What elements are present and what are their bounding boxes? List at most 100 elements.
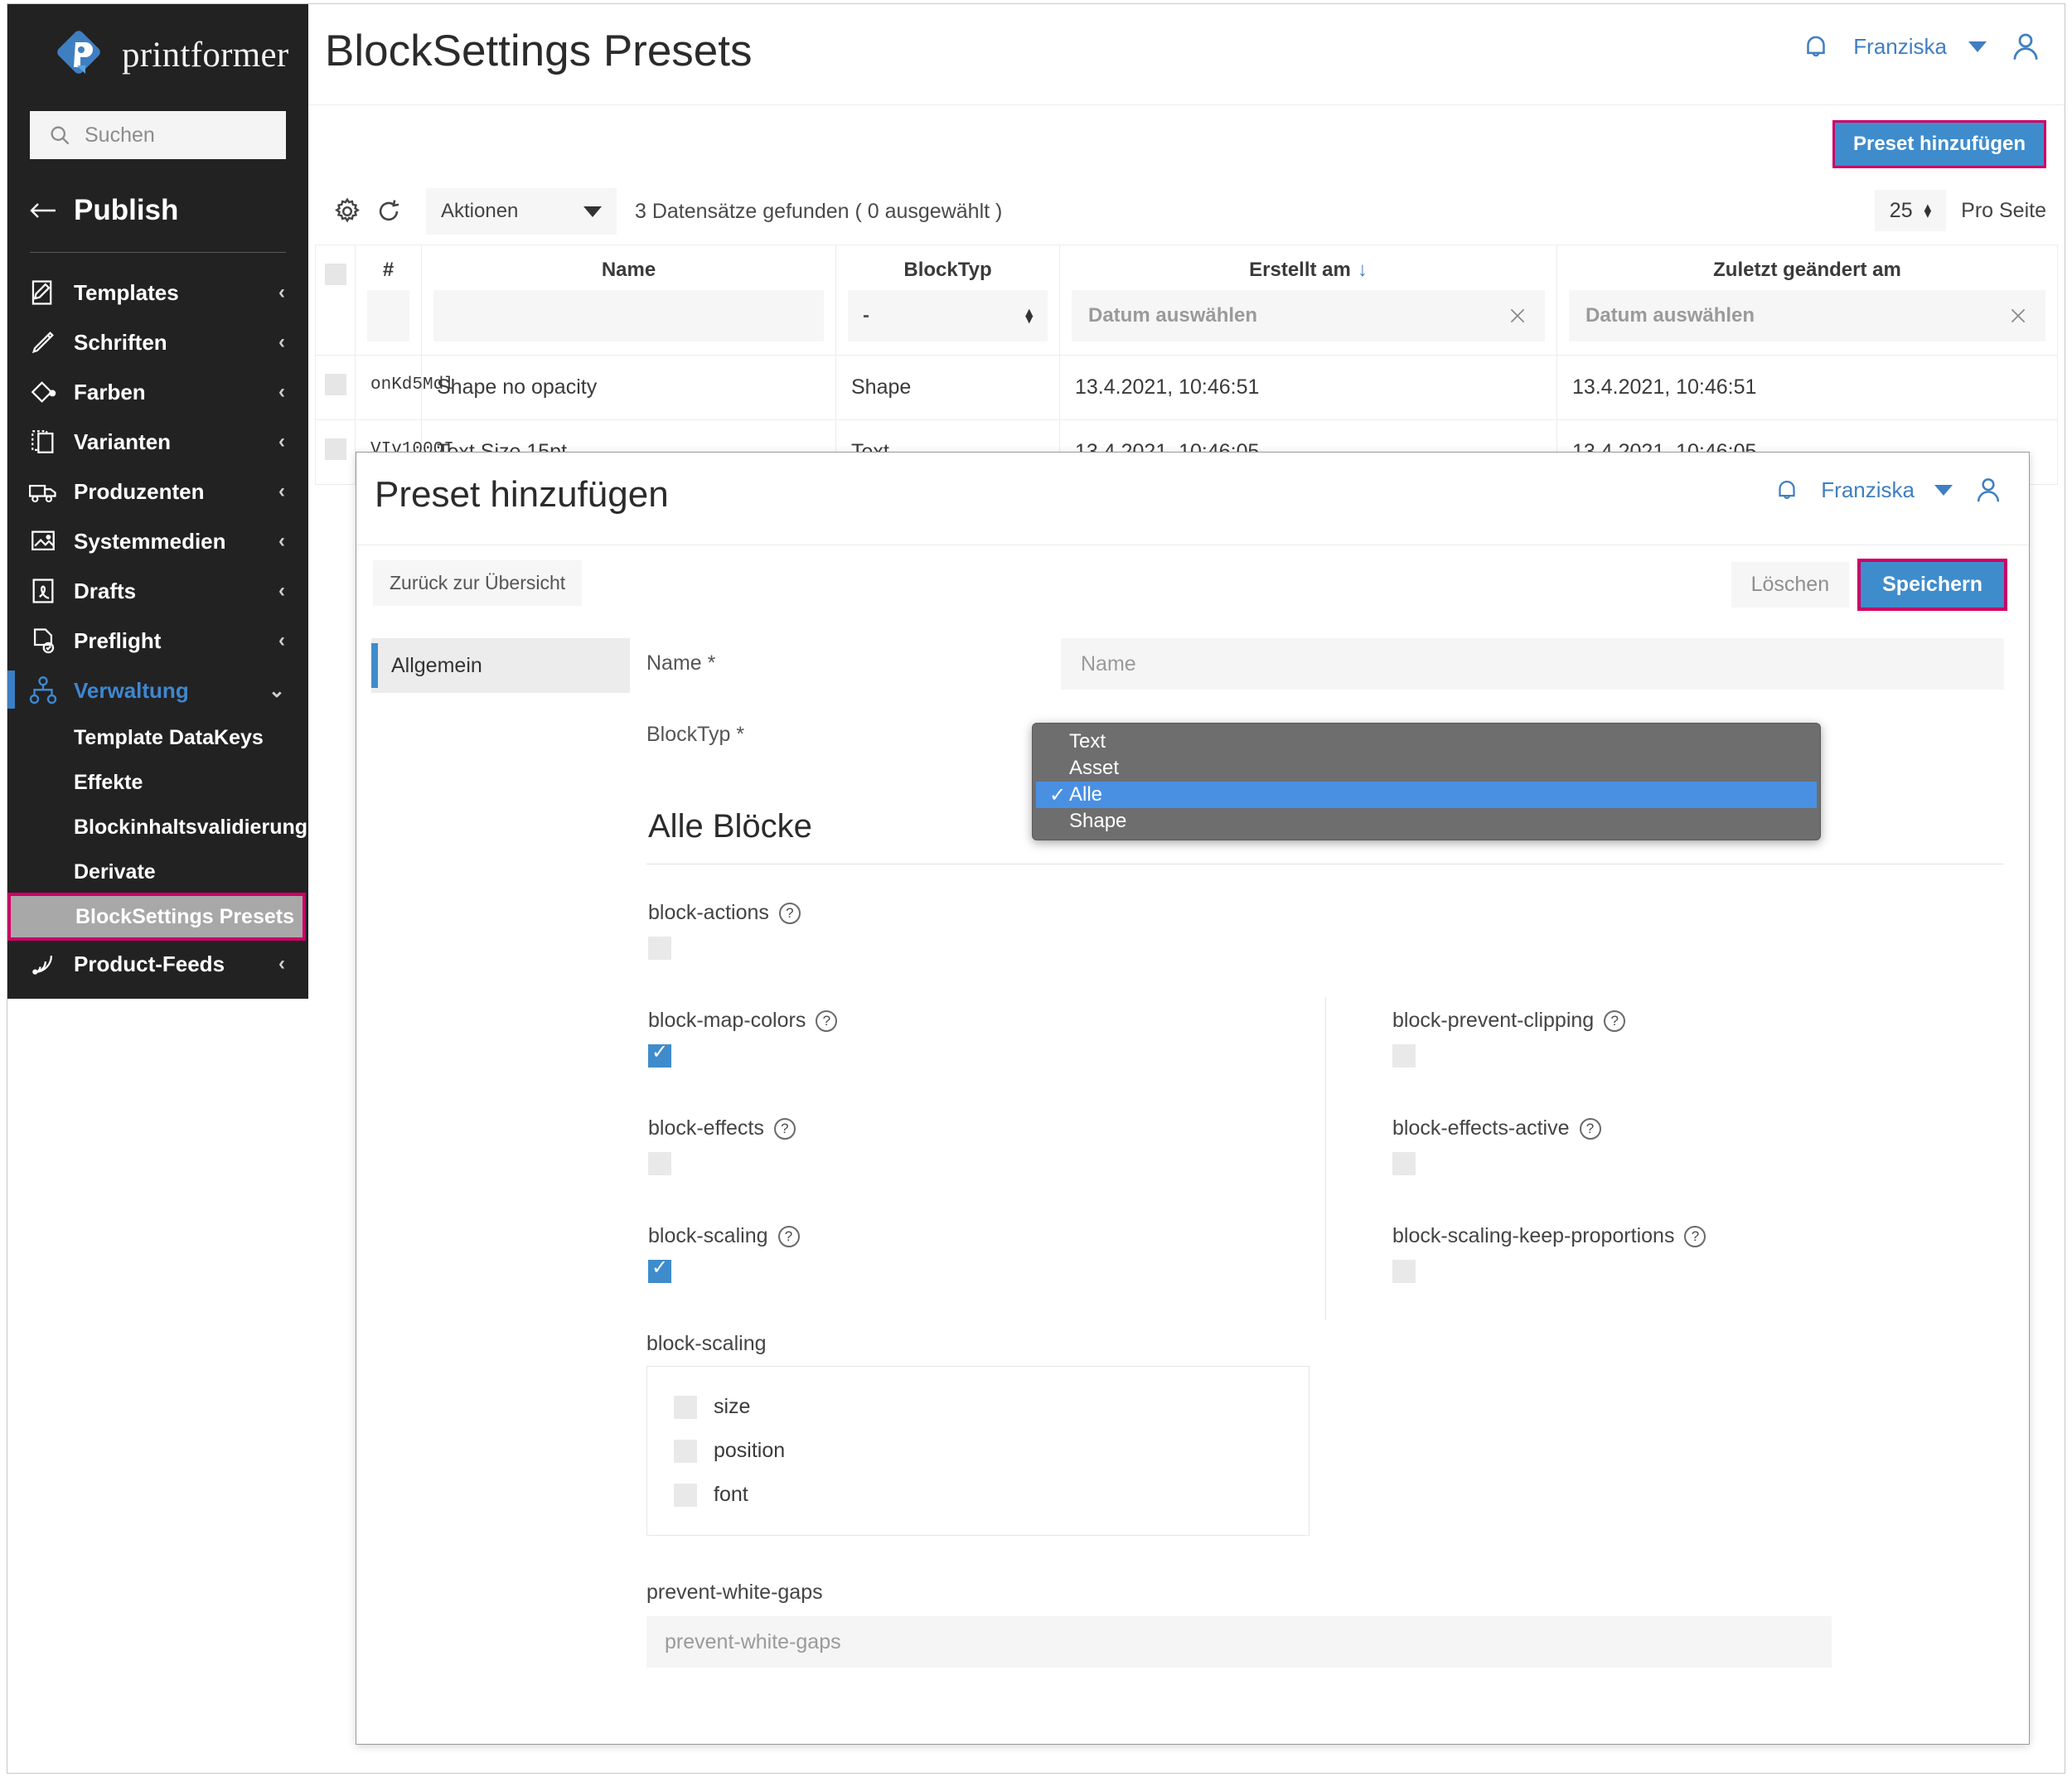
save-button[interactable]: Speichern [1857, 559, 2007, 611]
help-icon[interactable]: ? [778, 902, 801, 924]
sidebar-item-drafts[interactable]: Drafts ‹ [7, 566, 308, 616]
actions-label: Aktionen [441, 200, 519, 222]
column-changed[interactable]: Zuletzt geändert am Datum auswählen [1556, 245, 2058, 356]
select-all-checkbox[interactable] [316, 245, 355, 289]
size-checkbox[interactable] [674, 1395, 697, 1419]
sidebar-item-schriften[interactable]: Schriften ‹ [7, 317, 308, 367]
created-date-filter[interactable]: Datum auswählen [1072, 290, 1545, 341]
modal-body: Allgemein Name * Name BlockTyp * [356, 625, 2029, 1668]
sidebar-item-verwaltung[interactable]: Verwaltung ⌄ [7, 666, 308, 715]
bell-icon[interactable] [1800, 31, 1832, 62]
user-avatar-icon[interactable] [2008, 29, 2043, 64]
changed-date-filter[interactable]: Datum auswählen [1569, 290, 2045, 341]
help-icon[interactable]: ? [1604, 1010, 1626, 1032]
block-scaling-checkbox[interactable] [648, 1256, 671, 1283]
spinner-icon: ▴ ▾ [1025, 304, 1033, 327]
checkbox-row: block-effects ? block-effects-active ? [646, 1105, 2004, 1213]
row-select-cell[interactable] [315, 419, 356, 485]
delete-button[interactable]: Löschen [1731, 562, 1850, 608]
search-input[interactable] [85, 123, 268, 148]
block-scaling-keep-proportions-checkbox[interactable] [1392, 1260, 1416, 1283]
close-icon[interactable] [2007, 305, 2029, 327]
help-icon[interactable]: ? [1579, 1117, 1601, 1140]
block-map-colors-checkbox[interactable] [648, 1041, 671, 1068]
column-id: # [355, 245, 422, 356]
user-name[interactable]: Franziska [1853, 33, 1947, 59]
prevent-white-gaps-input[interactable]: prevent-white-gaps [646, 1616, 1832, 1668]
row-checkbox[interactable] [316, 420, 355, 464]
brand: printformer [7, 4, 308, 80]
refresh-icon[interactable] [368, 191, 409, 232]
option-label: Text [1069, 730, 1106, 753]
back-to-overview-button[interactable]: Zurück zur Übersicht [373, 560, 583, 606]
blocktyp-filter-select[interactable]: - ▴ ▾ [848, 290, 1048, 341]
tab-allgemein[interactable]: Allgemein [371, 638, 630, 693]
user-avatar-icon[interactable] [1973, 474, 2004, 506]
blocktyp-select-popup[interactable]: Text Asset ✓ Alle Shape [1032, 723, 1821, 840]
option-alle[interactable]: ✓ Alle [1036, 782, 1817, 808]
sidebar-item-varianten[interactable]: Varianten ‹ [7, 417, 308, 467]
name-filter-input[interactable] [433, 290, 824, 341]
checkbox-row: block-actions ? [646, 889, 2004, 997]
subitem-label: position [714, 1439, 786, 1462]
chevron-left-icon: ‹ [278, 952, 285, 975]
sidebar-item-produzenten[interactable]: Produzenten ‹ [7, 467, 308, 516]
records-found-text: 3 Datensätze gefunden ( 0 ausgewählt ) [635, 199, 1003, 223]
table-row[interactable]: onKd5Mdl Shape no opacity Shape 13.4.202… [315, 355, 2058, 420]
sidebar-subitem-derivate[interactable]: Derivate [7, 850, 308, 894]
publish-back-link[interactable]: Publish [27, 194, 308, 227]
actions-dropdown[interactable]: Aktionen [426, 188, 617, 235]
sidebar-item-product-feeds[interactable]: Product-Feeds ‹ [7, 939, 308, 989]
id-filter-input[interactable] [367, 290, 409, 341]
block-prevent-clipping-checkbox[interactable] [1392, 1044, 1416, 1068]
chevron-down-icon[interactable] [1934, 484, 1953, 496]
bell-icon[interactable] [1773, 476, 1801, 504]
help-icon[interactable]: ? [816, 1010, 838, 1032]
subitem-font[interactable]: font [647, 1473, 1309, 1517]
block-effects-checkbox[interactable] [648, 1152, 671, 1175]
pdf-icon [21, 577, 65, 605]
option-text[interactable]: Text [1036, 729, 1817, 755]
column-created[interactable]: Erstellt am ↓ Datum auswählen [1059, 245, 1557, 356]
add-preset-button[interactable]: Preset hinzufügen [1832, 120, 2046, 168]
sidebar-subitem-blocksettings-presets[interactable]: BlockSettings Presets [7, 893, 306, 941]
close-icon[interactable] [1507, 305, 1528, 327]
sidebar-item-templates[interactable]: Templates ‹ [7, 268, 308, 317]
sort-desc-icon: ↓ [1357, 259, 1368, 281]
row-checkbox[interactable] [316, 356, 355, 399]
block-effects-active-checkbox[interactable] [1392, 1152, 1416, 1175]
subitem-size[interactable]: size [647, 1385, 1309, 1429]
modal-title: Preset hinzufügen [375, 474, 669, 515]
chevron-down-icon[interactable] [1968, 41, 1987, 52]
field-label: block-map-colors ? [648, 1009, 1325, 1033]
modal-header: Preset hinzufügen Franziska [356, 453, 2029, 545]
name-input[interactable]: Name [1061, 638, 2004, 690]
section-title: Alle Blöcke [648, 808, 812, 845]
sidebar-subitem-blockinhaltsvalidierung[interactable]: Blockinhaltsvalidierung [7, 805, 308, 850]
modal-user-name[interactable]: Franziska [1821, 477, 1915, 502]
chevron-left-icon: ‹ [278, 331, 285, 353]
sidebar-item-preflight[interactable]: Preflight ‹ [7, 616, 308, 666]
per-page-select[interactable]: 25 ▴ ▾ [1874, 190, 1947, 231]
select-all-header[interactable] [315, 245, 356, 356]
printformer-logo-icon [56, 29, 107, 80]
subitem-position[interactable]: position [647, 1429, 1309, 1473]
row-select-cell[interactable] [315, 355, 356, 420]
block-actions-checkbox[interactable] [648, 937, 671, 960]
help-icon[interactable]: ? [773, 1117, 796, 1140]
option-shape[interactable]: Shape [1036, 808, 1817, 835]
sidebar-item-systemmedien[interactable]: Systemmedien ‹ [7, 516, 308, 566]
sidebar-subitem-effekte[interactable]: Effekte [7, 760, 308, 805]
search-box[interactable] [30, 111, 286, 159]
help-icon[interactable]: ? [777, 1225, 800, 1247]
font-checkbox[interactable] [674, 1483, 697, 1507]
header-user-area: Franziska [1800, 29, 2043, 64]
option-asset[interactable]: Asset [1036, 755, 1817, 782]
sidebar-item-farben[interactable]: Farben ‹ [7, 367, 308, 417]
sidebar-label: Produzenten [74, 478, 205, 504]
help-icon[interactable]: ? [1684, 1225, 1706, 1247]
field-label: block-scaling-keep-proportions ? [1392, 1224, 2004, 1248]
position-checkbox[interactable] [674, 1439, 697, 1463]
gear-icon[interactable] [327, 191, 368, 232]
sidebar-subitem-template-datakeys[interactable]: Template DataKeys [7, 715, 308, 760]
